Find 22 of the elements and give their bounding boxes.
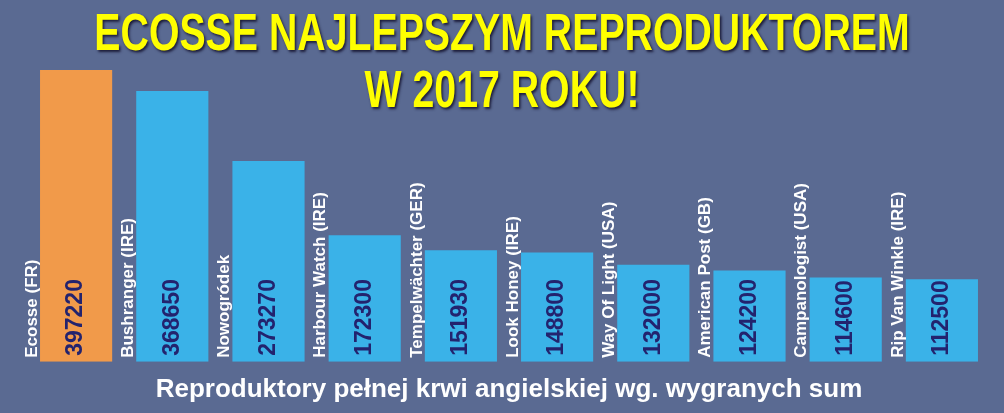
data-label: 151930: [446, 279, 473, 356]
chart-title: ECOSSE NAJLEPSZYM REPRODUKTOREM W 2017 ROKU!: [93, 4, 911, 118]
data-label: 124200: [734, 279, 761, 356]
x-tick-label: Harbour Watch (IRE): [310, 192, 330, 358]
x-tick-label: Ecosse (FR): [21, 259, 41, 358]
x-tick-label: Rip Van Winkle (IRE): [887, 191, 907, 358]
data-label: 397220: [61, 279, 88, 356]
x-axis-title: Reproduktory pełnej krwi angielskiej wg. wygranych sum: [155, 372, 863, 403]
data-label: 368650: [157, 279, 184, 356]
data-label: 114600: [831, 280, 858, 356]
x-tick-label: Campanologist (USA): [791, 183, 811, 358]
data-label: 132000: [638, 279, 665, 356]
data-label: 112500: [927, 280, 954, 356]
x-tick-label: Nowogródek: [214, 254, 234, 358]
x-tick-label: American Post (GB): [695, 197, 715, 358]
x-tick-label: Way Of Light (USA): [598, 201, 618, 358]
data-label: 148800: [542, 279, 569, 356]
x-tick-label: Look Honey (IRE): [502, 216, 522, 358]
data-label: 273270: [253, 279, 280, 356]
data-label: 172300: [350, 279, 377, 356]
x-tick-label: Tempelwächter (GER): [406, 182, 426, 358]
x-tick-label: Bushranger (IRE): [117, 218, 137, 358]
